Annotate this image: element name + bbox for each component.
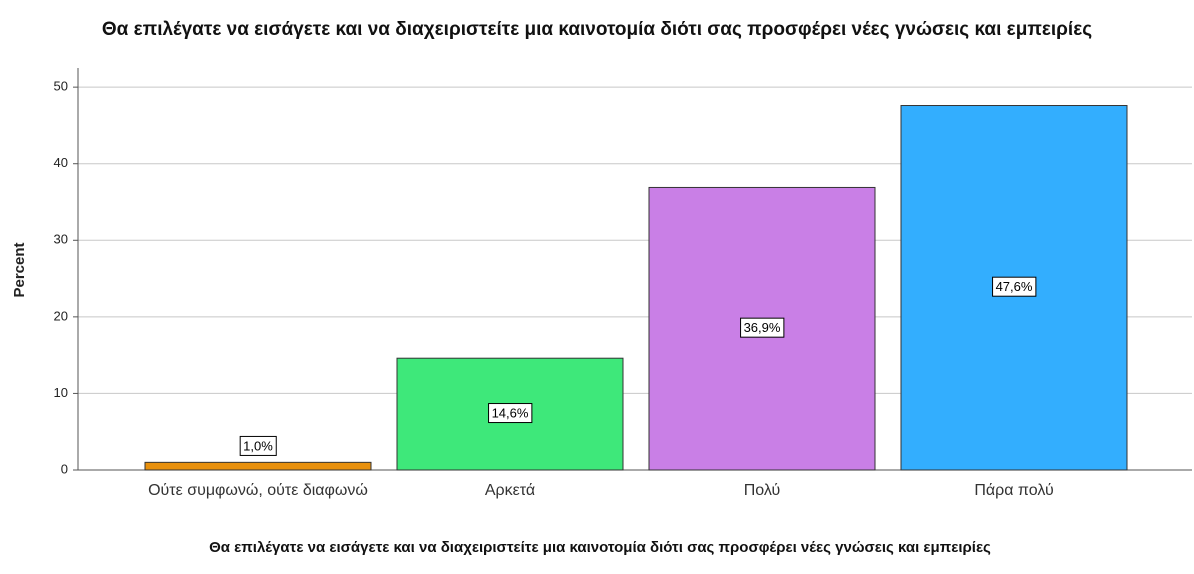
bar [144, 461, 372, 471]
y-tick-label: 40 [54, 155, 68, 170]
value-label-box [239, 435, 277, 456]
y-tick-label: 30 [54, 232, 68, 247]
value-label-box [488, 403, 533, 424]
y-tick-label: 50 [54, 79, 68, 94]
value-label-box [740, 317, 785, 338]
chart-title: Θα επιλέγατε να εισάγετε και να διαχειρι… [101, 19, 1093, 40]
value-label: 14,6% [492, 406, 529, 421]
value-label-box [992, 276, 1037, 297]
value-label: 47,6% [996, 279, 1033, 294]
x-tick-label: Πολύ [743, 482, 781, 499]
y-tick-label: 0 [61, 461, 68, 476]
value-label: 1,0% [243, 438, 273, 453]
x-tick-label: Ούτε συμφωνώ, ούτε διαφωνώ [148, 482, 368, 499]
y-tick-label: 20 [54, 308, 68, 323]
value-label: 36,9% [744, 320, 781, 335]
x-tick-label: Πάρα πολύ [974, 482, 1054, 499]
x-axis-title: Θα επιλέγατε να εισάγετε και να διαχειρι… [209, 539, 991, 556]
y-axis-title: Percent [11, 242, 28, 297]
y-tick-label: 10 [54, 385, 68, 400]
x-tick-label: Αρκετά [484, 482, 536, 499]
